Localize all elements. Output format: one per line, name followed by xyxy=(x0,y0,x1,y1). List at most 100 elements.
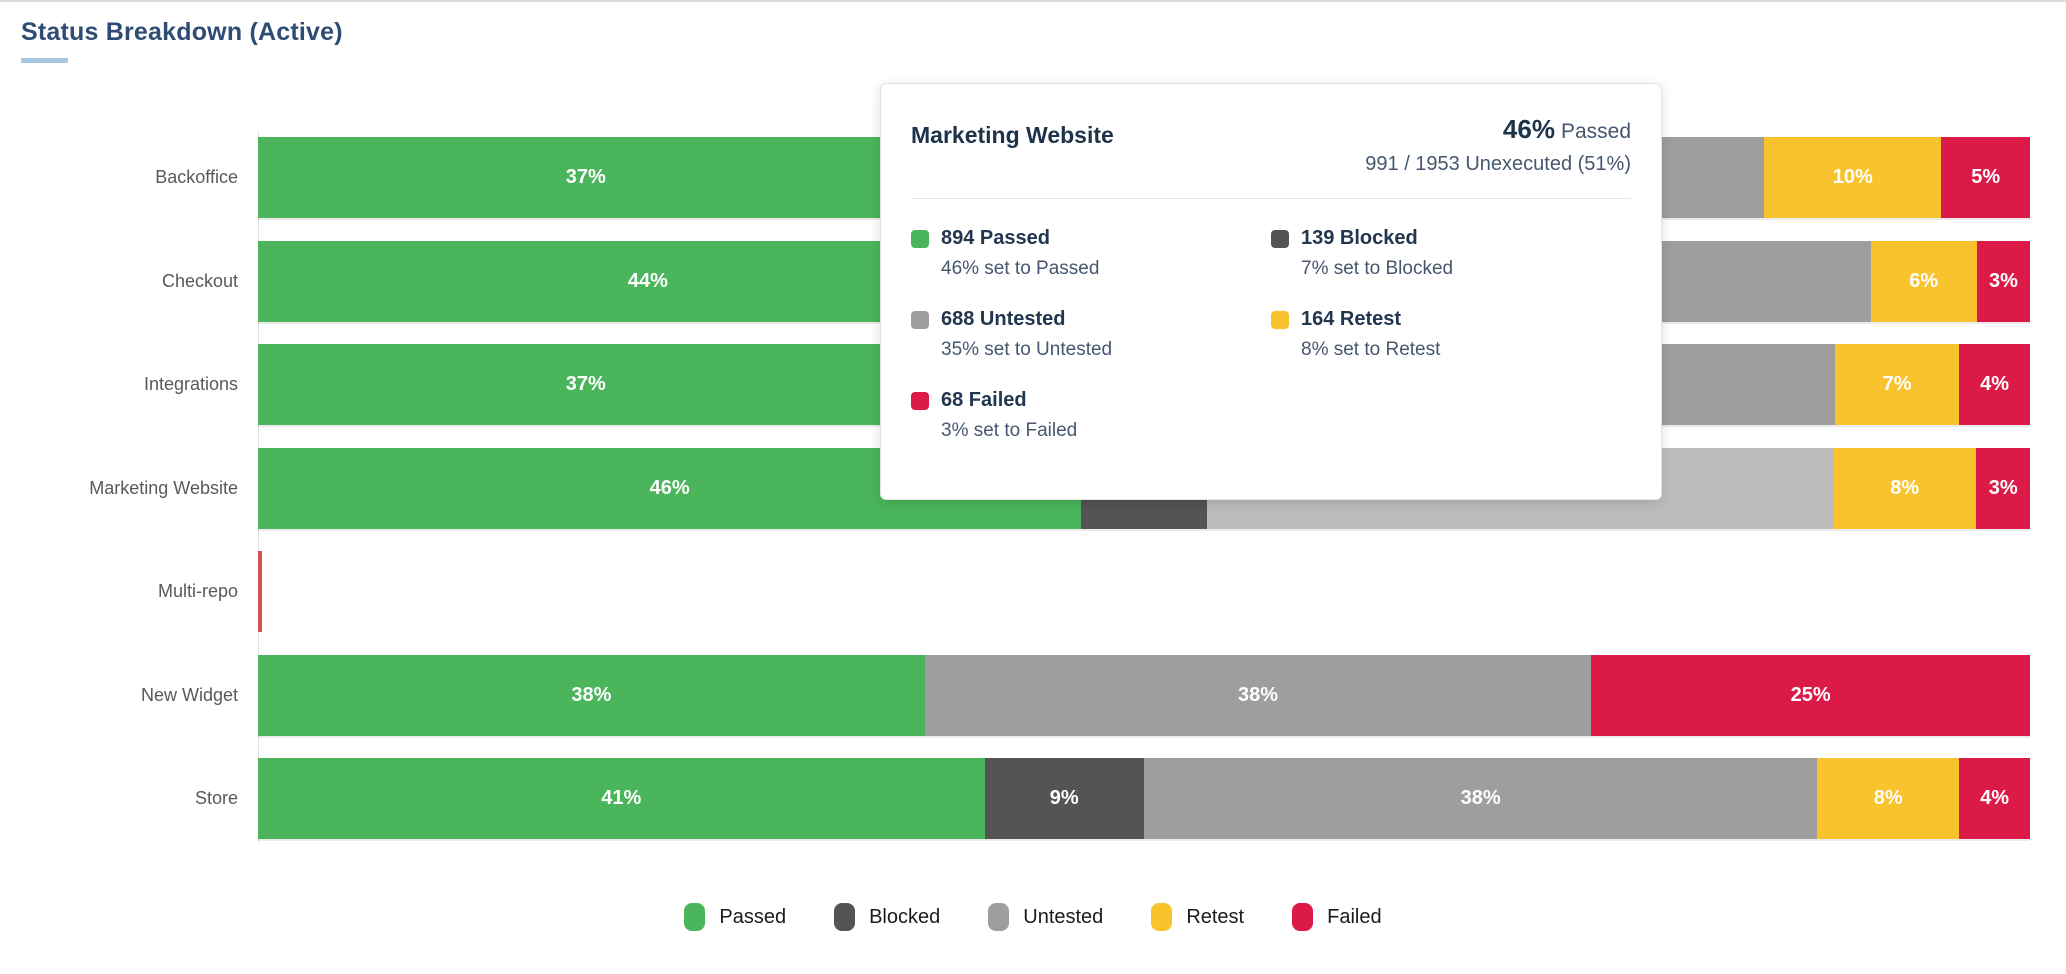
stat-detail-label: 35% set to Untested xyxy=(941,339,1113,360)
segment-value-label: 3% xyxy=(1988,476,2018,499)
segment-value-label: 5% xyxy=(1971,166,2001,188)
blocked-legend-swatch-icon xyxy=(834,903,856,931)
segment-value-label: 37% xyxy=(565,373,606,395)
stat-count-label: 688 Untested xyxy=(941,308,1066,330)
retest-swatch-icon xyxy=(1271,310,1289,329)
page-title: Status Breakdown (Active) xyxy=(21,18,343,46)
tooltip-headline-main: 46% Passed xyxy=(1365,114,1631,145)
segment-value-label: 4% xyxy=(1980,787,2010,809)
failed-legend-swatch-icon xyxy=(1292,903,1314,931)
bar-segment-passed[interactable]: 37% xyxy=(258,137,914,218)
stat-detail-label: 8% set to Retest xyxy=(1301,339,1441,360)
bar-segment-failed[interactable]: 4% xyxy=(1959,758,2030,839)
legend-label: Blocked xyxy=(869,905,941,928)
segment-value-label: 38% xyxy=(1238,683,1279,706)
empty-bar-sliver xyxy=(258,551,262,632)
segment-value-label: 41% xyxy=(601,787,642,809)
tooltip-divider xyxy=(911,198,1631,199)
chart-legend: Passed Blocked Untested Retest Failed xyxy=(0,903,2066,931)
category-label: Marketing Website xyxy=(89,477,238,498)
stat-count-label: 164 Retest xyxy=(1301,308,1402,330)
untested-legend-swatch-icon xyxy=(988,903,1010,931)
tooltip-stat-passed: 894 Passed 46% set to Passed xyxy=(911,227,1271,280)
stacked-bar[interactable]: 41% 9% 38% 8% 4% xyxy=(258,758,2030,839)
segment-value-label: 10% xyxy=(1832,166,1873,188)
segment-value-label: 46% xyxy=(649,476,690,499)
failed-swatch-icon xyxy=(911,391,929,410)
stat-count-label: 894 Passed xyxy=(941,227,1050,249)
legend-item-failed[interactable]: Failed xyxy=(1292,903,1382,931)
tooltip-headline: 46% Passed 991 / 1953 Unexecuted (51%) xyxy=(1365,114,1631,176)
bar-segment-failed[interactable]: 4% xyxy=(1959,344,2031,425)
tooltip-header: Marketing Website 46% Passed 991 / 1953 U… xyxy=(911,114,1631,176)
bar-segment-retest[interactable]: 7% xyxy=(1835,344,1960,425)
bar-segment-failed[interactable]: 5% xyxy=(1941,137,2030,218)
category-label: Backoffice xyxy=(155,167,238,187)
stat-count-label: 68 Failed xyxy=(941,389,1027,411)
category-label: New Widget xyxy=(140,684,238,705)
bar-segment-retest[interactable]: 8% xyxy=(1817,758,1960,839)
stacked-bar[interactable]: 38% 38% 25% xyxy=(258,654,2030,736)
legend-label: Retest xyxy=(1186,905,1245,928)
category-label: Checkout xyxy=(161,270,238,291)
bar-segment-passed[interactable]: 38% xyxy=(258,654,925,736)
segment-value-label: 9% xyxy=(1049,787,1079,809)
category-label: Integrations xyxy=(143,374,238,394)
passed-legend-swatch-icon xyxy=(684,903,706,931)
tooltip-stat-failed: 68 Failed 3% set to Failed xyxy=(911,389,1271,442)
segment-value-label: 3% xyxy=(1988,269,2018,292)
tooltip-stat-untested: 688 Untested 35% set to Untested xyxy=(911,308,1271,361)
legend-label: Untested xyxy=(1023,905,1104,928)
stat-detail-label: 7% set to Blocked xyxy=(1301,258,1454,279)
bar-segment-passed[interactable]: 41% xyxy=(258,758,985,839)
legend-item-retest[interactable]: Retest xyxy=(1151,903,1244,931)
tooltip-stat-blocked: 139 Blocked 7% set to Blocked xyxy=(1271,227,1631,280)
tooltip-stats-grid: 894 Passed 46% set to Passed 139 Blocked 7%… xyxy=(911,227,1631,442)
bar-segment-retest[interactable]: 6% xyxy=(1870,240,1977,322)
segment-value-label: 6% xyxy=(1909,269,1939,292)
category-label: Store xyxy=(194,788,238,808)
bar-segment-failed[interactable]: 3% xyxy=(1976,240,2030,322)
passed-swatch-icon xyxy=(911,229,929,248)
stat-count-label: 139 Blocked xyxy=(1301,227,1418,249)
segment-value-label: 38% xyxy=(1460,787,1501,809)
segment-value-label: 44% xyxy=(627,269,668,292)
bar-segment-failed[interactable]: 3% xyxy=(1976,447,2031,529)
tooltip-stat-retest: 164 Retest 8% set to Retest xyxy=(1271,308,1631,361)
bar-segment-passed[interactable]: 37% xyxy=(258,344,914,425)
untested-swatch-icon xyxy=(911,310,929,329)
tooltip-passed-percent: 46% xyxy=(1502,114,1555,144)
tooltip: Marketing Website 46% Passed 991 / 1953 U… xyxy=(880,83,1662,500)
bar-row: Store 41% 9% 38% 8% 4% xyxy=(0,758,2066,839)
legend-item-passed[interactable]: Passed xyxy=(684,903,786,931)
segment-value-label: 25% xyxy=(1790,683,1831,706)
panel-top-border xyxy=(0,0,2066,2)
bar-row: Multi-repo xyxy=(0,551,2066,632)
title-accent-underline xyxy=(21,58,68,63)
blocked-swatch-icon xyxy=(1271,229,1289,248)
segment-value-label: 8% xyxy=(1890,476,1920,499)
bar-segment-blocked[interactable]: 9% xyxy=(984,758,1144,839)
bar-segment-retest[interactable]: 8% xyxy=(1833,447,1977,529)
tooltip-title: Marketing Website xyxy=(911,122,1114,148)
legend-label: Passed xyxy=(719,905,787,928)
segment-value-label: 7% xyxy=(1882,373,1912,395)
retest-legend-swatch-icon xyxy=(1151,903,1173,931)
stacked-bar[interactable] xyxy=(258,551,2030,632)
stat-detail-label: 46% set to Passed xyxy=(941,258,1100,279)
tooltip-passed-label: Passed xyxy=(1560,120,1631,143)
legend-item-blocked[interactable]: Blocked xyxy=(834,903,940,931)
bar-segment-untested[interactable]: 38% xyxy=(1144,758,1818,839)
bar-segment-untested[interactable]: 38% xyxy=(924,654,1592,736)
category-label: Multi-repo xyxy=(157,581,238,601)
segment-value-label: 4% xyxy=(1980,373,2010,395)
segment-value-label: 8% xyxy=(1873,787,1903,809)
tooltip-unexecuted-line: 991 / 1953 Unexecuted (51%) xyxy=(1365,153,1631,175)
segment-value-label: 38% xyxy=(571,683,612,706)
bar-segment-retest[interactable]: 10% xyxy=(1764,137,1942,218)
legend-item-untested[interactable]: Untested xyxy=(988,903,1103,931)
segment-value-label: 37% xyxy=(565,166,606,188)
stat-detail-label: 3% set to Failed xyxy=(941,420,1078,441)
bar-segment-failed[interactable]: 25% xyxy=(1591,654,2030,736)
